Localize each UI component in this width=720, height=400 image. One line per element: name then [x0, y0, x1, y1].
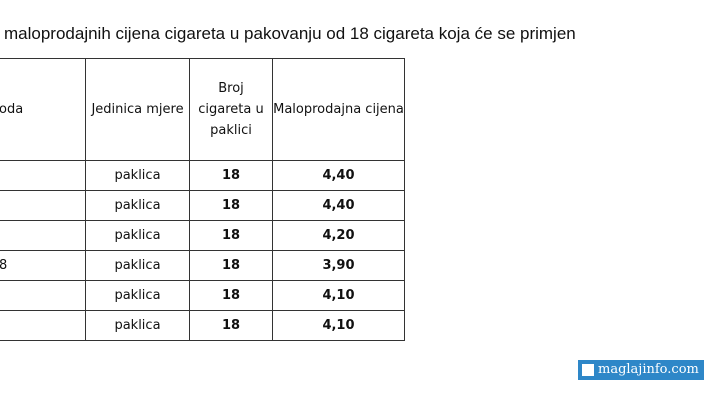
table-row: paklica 18 4,10 [0, 280, 405, 311]
price-table: oda Jedinica mjere Broj cigareta u pakli… [0, 58, 405, 341]
header-unit: Jedinica mjere [85, 58, 190, 161]
cell-product [0, 220, 86, 251]
table-row: paklica 18 4,20 [0, 220, 405, 251]
cell-count: 18 [189, 160, 273, 191]
header-count: Broj cigareta u paklici [189, 58, 273, 161]
table-header: oda Jedinica mjere Broj cigareta u pakli… [0, 58, 405, 161]
header-price: Maloprodajna cijena [272, 58, 405, 161]
cell-count: 18 [189, 250, 273, 281]
logo-square-icon [582, 363, 594, 376]
cell-price: 4,10 [272, 280, 405, 311]
cell-product [0, 160, 86, 191]
cell-price: 3,90 [272, 250, 405, 281]
cell-unit: paklica [85, 190, 190, 221]
cell-product: 8 [0, 250, 86, 281]
cell-price: 4,20 [272, 220, 405, 251]
cell-count: 18 [189, 310, 273, 341]
watermark-text: maglajinfo.com [598, 362, 699, 377]
table-row: paklica 18 4,40 [0, 190, 405, 221]
cell-unit: paklica [85, 280, 190, 311]
cell-product [0, 190, 86, 221]
cell-unit: paklica [85, 250, 190, 281]
cell-unit: paklica [85, 310, 190, 341]
header-product: oda [0, 58, 86, 161]
table-row: paklica 18 4,40 [0, 160, 405, 191]
cell-price: 4,10 [272, 310, 405, 341]
cell-unit: paklica [85, 220, 190, 251]
cell-count: 18 [189, 190, 273, 221]
cell-count: 18 [189, 220, 273, 251]
table-row: paklica 18 4,10 [0, 310, 405, 341]
cell-unit: paklica [85, 160, 190, 191]
document-title: maloprodajnih cijena cigareta u pakovanj… [4, 24, 576, 43]
cell-product [0, 310, 86, 341]
cell-price: 4,40 [272, 190, 405, 221]
watermark-logo: maglajinfo.com [578, 360, 704, 380]
cell-count: 18 [189, 280, 273, 311]
cell-product [0, 280, 86, 311]
table-row: 8 paklica 18 3,90 [0, 250, 405, 281]
cell-price: 4,40 [272, 160, 405, 191]
